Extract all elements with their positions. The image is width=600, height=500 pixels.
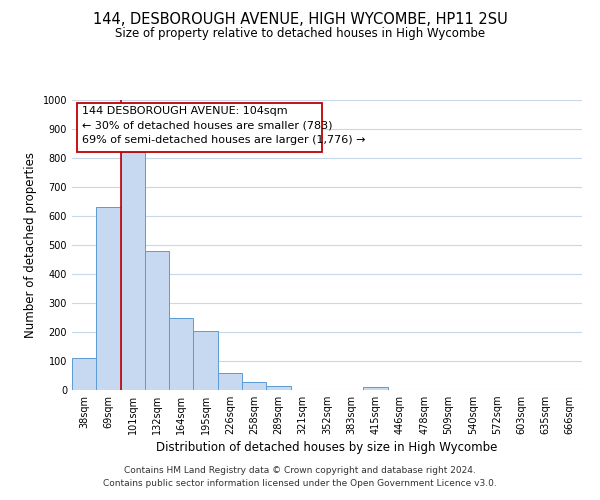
Bar xyxy=(72,358,96,390)
Bar xyxy=(96,208,121,390)
Text: Contains HM Land Registry data © Crown copyright and database right 2024.
Contai: Contains HM Land Registry data © Crown c… xyxy=(103,466,497,487)
Bar xyxy=(193,330,218,390)
Bar xyxy=(121,152,145,390)
Text: Size of property relative to detached houses in High Wycombe: Size of property relative to detached ho… xyxy=(115,28,485,40)
Bar xyxy=(242,382,266,390)
X-axis label: Distribution of detached houses by size in High Wycombe: Distribution of detached houses by size … xyxy=(157,442,497,454)
FancyBboxPatch shape xyxy=(77,103,322,152)
Y-axis label: Number of detached properties: Number of detached properties xyxy=(24,152,37,338)
Text: 144, DESBOROUGH AVENUE, HIGH WYCOMBE, HP11 2SU: 144, DESBOROUGH AVENUE, HIGH WYCOMBE, HP… xyxy=(92,12,508,28)
Bar xyxy=(145,251,169,390)
Bar xyxy=(266,386,290,390)
Bar xyxy=(169,318,193,390)
Bar xyxy=(364,387,388,390)
Bar xyxy=(218,372,242,390)
Text: 144 DESBOROUGH AVENUE: 104sqm
← 30% of detached houses are smaller (783)
69% of : 144 DESBOROUGH AVENUE: 104sqm ← 30% of d… xyxy=(82,106,366,146)
